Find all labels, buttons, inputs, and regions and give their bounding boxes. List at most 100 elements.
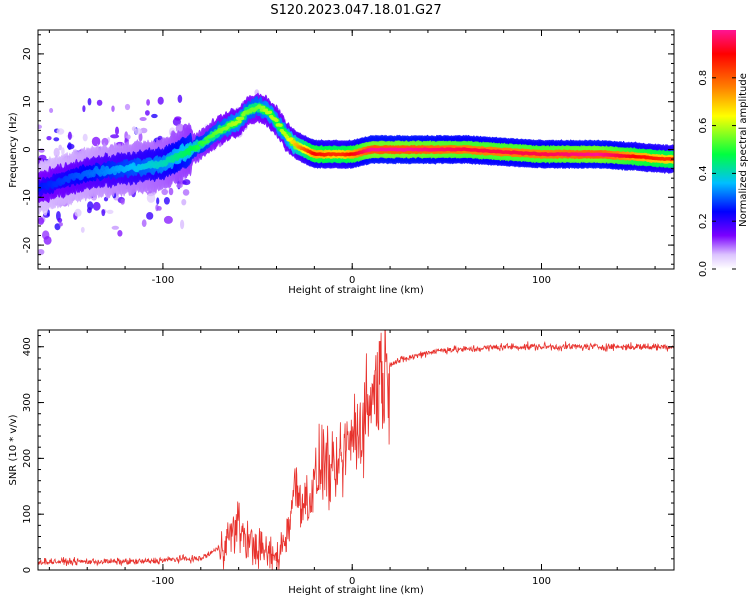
noise-cell bbox=[163, 215, 173, 224]
colorbar-tick-label: 0.8 bbox=[698, 70, 709, 86]
noise-cell bbox=[156, 206, 162, 211]
snr-plot bbox=[38, 330, 674, 570]
noise-cell bbox=[177, 94, 183, 103]
noise-cell bbox=[174, 116, 182, 121]
ridge-cell bbox=[263, 108, 269, 112]
noise-cell bbox=[126, 134, 131, 140]
snr-y-axis-label: SNR (10 * v/v) bbox=[8, 414, 19, 485]
noise-cell bbox=[53, 147, 60, 158]
x-tick-label: -100 bbox=[152, 576, 175, 587]
noise-cell bbox=[180, 219, 185, 230]
y-tick-label: 100 bbox=[22, 505, 33, 524]
noise-cell bbox=[82, 133, 88, 142]
noise-cell bbox=[120, 198, 125, 205]
ridge-cell bbox=[288, 137, 294, 141]
noise-cell bbox=[61, 147, 65, 156]
noise-cell bbox=[182, 179, 191, 186]
noise-cell bbox=[101, 209, 106, 217]
ridge-cell bbox=[196, 146, 201, 150]
noise-cell bbox=[181, 199, 187, 206]
noise-cell bbox=[156, 197, 160, 205]
colorbar-label: Normalized spectral amplitude bbox=[738, 73, 749, 227]
ridge-cell bbox=[267, 110, 273, 115]
noise-cell bbox=[161, 188, 168, 196]
noise-cell bbox=[115, 126, 119, 135]
noise-cell bbox=[38, 217, 45, 225]
noise-cell bbox=[146, 99, 151, 106]
noise-cell bbox=[141, 219, 147, 227]
noise-cell bbox=[110, 134, 120, 139]
snr-x-axis-label: Height of straight line (km) bbox=[288, 585, 424, 596]
y-tick-label: 400 bbox=[22, 337, 33, 356]
x-tick-label: -100 bbox=[152, 275, 175, 286]
y-tick-label: 10 bbox=[22, 95, 33, 108]
snr-axes: -100 0 100 0 100 200 300 400 bbox=[22, 330, 674, 587]
y-tick-label: -20 bbox=[22, 237, 33, 253]
noise-cell bbox=[58, 222, 63, 227]
colorbar-tick-label: 0.0 bbox=[698, 261, 709, 277]
snr-frame bbox=[37, 329, 675, 571]
ridge-cell bbox=[205, 139, 210, 143]
noise-cell bbox=[43, 236, 52, 245]
noise-cell bbox=[168, 187, 174, 196]
noise-cell bbox=[139, 117, 147, 121]
noise-cell bbox=[91, 136, 101, 147]
y-tick-label: 300 bbox=[22, 393, 33, 412]
noise-cell bbox=[87, 98, 92, 106]
noise-cell bbox=[67, 131, 72, 140]
noise-cell bbox=[53, 137, 60, 142]
noise-cell bbox=[163, 197, 170, 205]
noise-cell bbox=[58, 144, 62, 151]
y-tick-label: -10 bbox=[22, 189, 33, 205]
colorbar-tick-label: 0.2 bbox=[698, 213, 709, 229]
noise-cell bbox=[146, 212, 154, 220]
noise-cell bbox=[111, 105, 115, 112]
noise-cell bbox=[176, 183, 183, 189]
noise-cell bbox=[134, 128, 142, 135]
colorbar-tick-label: 0.4 bbox=[698, 165, 709, 181]
spectrogram-y-axis-label: Frequency (Hz) bbox=[8, 112, 19, 188]
snr-line bbox=[38, 330, 674, 570]
x-tick-label: 0 bbox=[349, 576, 355, 587]
noise-cell bbox=[82, 105, 86, 113]
noise-cell bbox=[46, 136, 52, 141]
ridge-cell bbox=[237, 119, 242, 124]
noise-cell bbox=[49, 108, 54, 113]
noise-cell bbox=[66, 143, 75, 150]
x-tick-label: 0 bbox=[349, 275, 355, 286]
noise-cell bbox=[57, 217, 63, 223]
colorbar bbox=[712, 30, 736, 269]
noise-cell bbox=[151, 113, 158, 119]
noise-cell bbox=[182, 189, 190, 196]
x-tick-label: 100 bbox=[532, 576, 551, 587]
colorbar-axes: 0.0 0.2 0.4 0.6 0.8 bbox=[698, 70, 736, 277]
noise-cell bbox=[138, 132, 143, 142]
spectrogram-heatmap bbox=[38, 89, 674, 255]
noise-cell bbox=[38, 249, 45, 255]
spectrogram-x-axis-label: Height of straight line (km) bbox=[288, 285, 424, 296]
noise-cell bbox=[124, 103, 131, 111]
noise-cell bbox=[56, 128, 65, 135]
noise-cell bbox=[145, 110, 150, 116]
colorbar-tick-label: 0.6 bbox=[698, 118, 709, 134]
noise-cell bbox=[106, 209, 114, 214]
noise-cell bbox=[117, 230, 123, 237]
noise-cell bbox=[87, 207, 92, 214]
noise-cell bbox=[111, 225, 120, 230]
ridge-cell bbox=[284, 135, 290, 139]
noise-cell bbox=[92, 201, 101, 211]
y-tick-label: 0 bbox=[22, 146, 33, 152]
y-tick-label: 0 bbox=[22, 567, 33, 573]
ridge-cell bbox=[274, 118, 279, 123]
noise-cell bbox=[96, 99, 103, 106]
ridge-cell bbox=[261, 105, 266, 110]
ridge-cell bbox=[100, 165, 106, 172]
x-tick-label: 100 bbox=[532, 275, 551, 286]
figure-title: S120.2023.047.18.01.G27 bbox=[270, 3, 441, 18]
y-tick-label: 20 bbox=[22, 48, 33, 61]
noise-cell bbox=[157, 96, 164, 105]
noise-cell bbox=[74, 208, 82, 217]
noise-cell bbox=[101, 137, 109, 147]
